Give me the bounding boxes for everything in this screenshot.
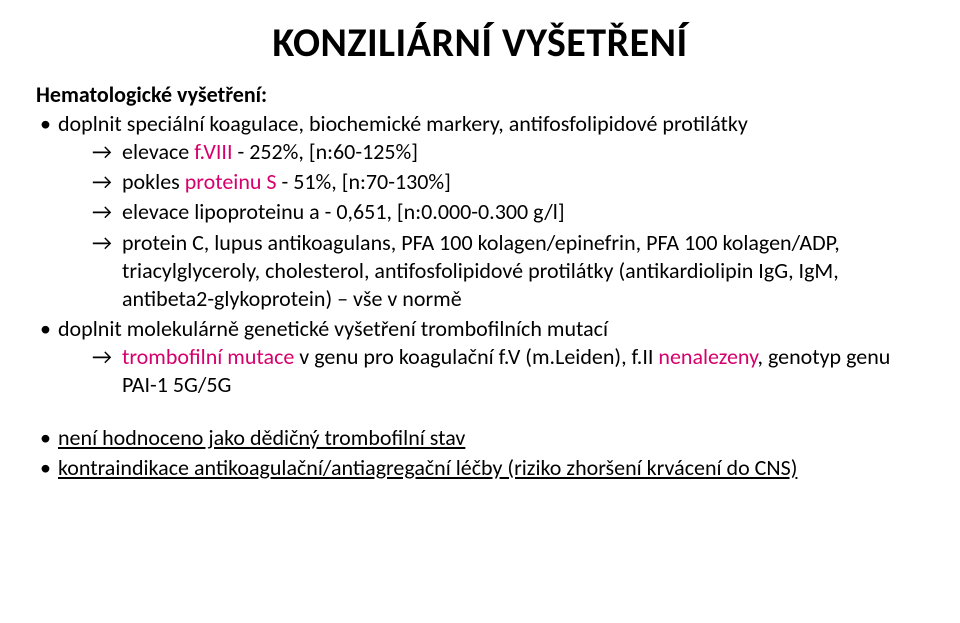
list-item: není hodnoceno jako dědičný trombofilní … xyxy=(36,424,924,452)
bullet-list-secondary: není hodnoceno jako dědičný trombofilní … xyxy=(36,424,924,482)
text-run: elevace xyxy=(122,138,194,165)
underlined-text: není hodnoceno jako dědičný trombofilní … xyxy=(58,424,465,451)
hematology-heading: Hematologické vyšetření: xyxy=(36,81,924,108)
item-text: doplnit molekulárně genetické vyšetření … xyxy=(58,315,608,342)
arrow-sublist: trombofilní mutace v genu pro koagulační… xyxy=(92,343,924,399)
text-run: - 252%, [n:60-125%] xyxy=(233,138,418,165)
list-item: kontraindikace antikoagulační/antiagrega… xyxy=(36,454,924,482)
underlined-text: kontraindikace antikoagulační/antiagrega… xyxy=(58,454,797,481)
page-title: KONZILIÁRNÍ VYŠETŘENÍ xyxy=(36,18,924,67)
list-item: pokles proteinu S - 51%, [n:70-130%] xyxy=(92,168,924,196)
text-run: v genu pro koagulační f.V (m.Leiden), f.… xyxy=(294,343,658,370)
list-item: protein C, lupus antikoagulans, PFA 100 … xyxy=(92,229,924,313)
accent-text: f.VIII xyxy=(194,138,232,165)
list-item: elevace lipoproteinu a - 0,651, [n:0.000… xyxy=(92,198,924,226)
list-item: trombofilní mutace v genu pro koagulační… xyxy=(92,343,924,399)
spacer xyxy=(36,402,924,424)
text-run: pokles xyxy=(122,168,185,195)
list-item: doplnit molekulárně genetické vyšetření … xyxy=(36,315,924,399)
text-run: - 51%, [n:70-130%] xyxy=(277,168,451,195)
accent-text: proteinu S xyxy=(185,168,277,195)
arrow-sublist: elevace f.VIII - 252%, [n:60-125%] pokle… xyxy=(92,138,924,313)
bullet-list-main: doplnit speciální koagulace, biochemické… xyxy=(36,110,924,400)
accent-text: nenalezeny xyxy=(658,343,757,370)
list-item: doplnit speciální koagulace, biochemické… xyxy=(36,110,924,313)
accent-text: trombofilní mutace xyxy=(122,343,294,370)
list-item: elevace f.VIII - 252%, [n:60-125%] xyxy=(92,138,924,166)
item-text: doplnit speciální koagulace, biochemické… xyxy=(58,110,748,137)
